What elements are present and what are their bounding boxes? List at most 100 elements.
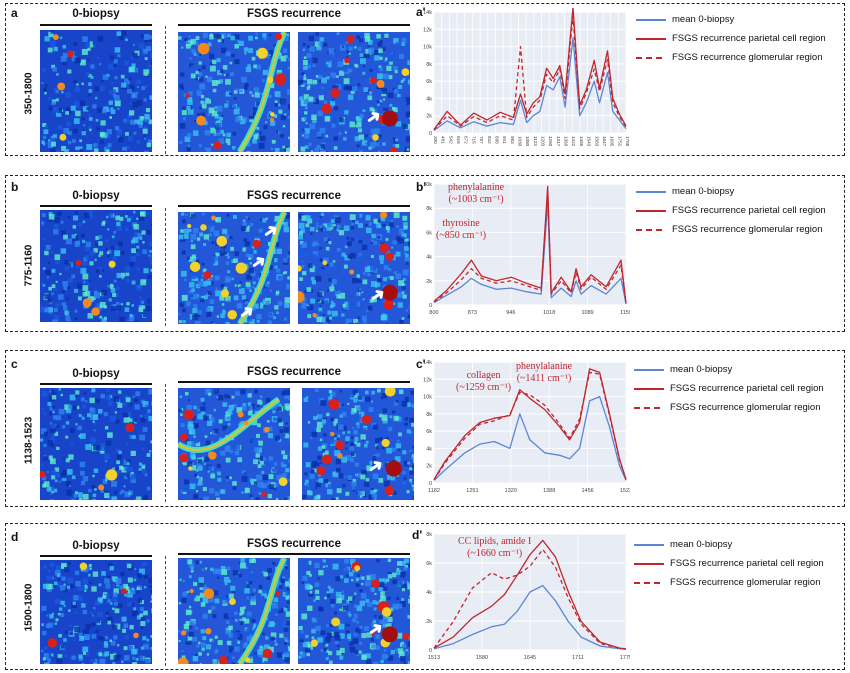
- header-underline: [178, 553, 410, 555]
- spectrum-chart-d: 0 2k 4k 6k 8k 1513 1580 1645 1711 1775: [426, 532, 630, 661]
- annotation-phenylalanine: phenylalanine (~1411 cm⁻¹): [516, 361, 573, 384]
- annotation-cc-lipids-amide: CC lipids, amide I (~1660 cm⁻¹): [458, 536, 532, 559]
- header-underline: [178, 24, 410, 26]
- separator-dashed-line: [165, 384, 166, 502]
- wavenumber-range-label: 1138-1523: [23, 416, 35, 465]
- legend-label: mean 0-biopsy: [670, 539, 733, 550]
- header-0-biopsy: 0-biopsy: [72, 368, 120, 380]
- panel-letter: d: [11, 530, 19, 544]
- panel-letter: b: [11, 180, 19, 194]
- x-tick-label: 941: [502, 136, 507, 144]
- y-tick-label: 14k: [423, 360, 432, 366]
- y-tick-label: 6k: [426, 79, 432, 85]
- x-tick-label: 481: [441, 136, 446, 144]
- spectrum-chart-b: 0 2k 4k 6k 8k 10k 800 873 946 1018 1089 1159: [423, 182, 630, 316]
- y-tick-label: 8k: [426, 206, 432, 212]
- legend-item: mean 0-biopsy: [634, 535, 824, 554]
- legend-item: mean 0-biopsy: [636, 182, 826, 201]
- x-tick-label: 842: [487, 136, 492, 144]
- y-tick-label: 6k: [426, 561, 432, 567]
- y-tick-label: 8k: [426, 62, 432, 68]
- y-tick-label: 14k: [423, 10, 432, 16]
- chart-letter: c': [416, 357, 426, 371]
- raman-map-fsgs-glomerular: [298, 558, 415, 667]
- x-tick-label: 983: [510, 136, 515, 144]
- x-tick-label: 898: [494, 136, 499, 144]
- legend: mean 0-biopsy FSGS recurrence parietal c…: [634, 535, 824, 592]
- series-line: [433, 37, 627, 131]
- x-tick-label: 390: [433, 136, 438, 144]
- x-tick-label: 1580: [476, 655, 488, 661]
- y-tick-label: 12k: [423, 377, 432, 383]
- header-underline: [178, 381, 410, 383]
- series-line: [433, 584, 627, 651]
- y-tick-label: 4k: [426, 96, 432, 102]
- x-tick-label: 1788: [625, 136, 630, 147]
- x-tick-label: 1775: [620, 655, 630, 661]
- y-tick-label: 8k: [426, 412, 432, 418]
- legend: mean 0-biopsy FSGS recurrence parietal c…: [634, 360, 824, 417]
- separator-dashed-line: [165, 556, 166, 666]
- x-tick-label: 1513: [428, 655, 440, 661]
- x-tick-label: 1182: [428, 488, 440, 494]
- chart-letter: d': [412, 528, 423, 542]
- y-tick-label: 6k: [426, 230, 432, 236]
- header-0-biopsy: 0-biopsy: [72, 540, 120, 552]
- x-tick-label: 542: [448, 136, 453, 144]
- y-tick-label: 4k: [426, 446, 432, 452]
- annotation-collagen: collagen (~1259 cm⁻¹): [456, 370, 512, 393]
- header-underline: [40, 24, 152, 26]
- chart-letter: a': [416, 5, 426, 19]
- series-line: [433, 185, 627, 304]
- y-tick-label: 0: [429, 481, 432, 487]
- panel-letter: a: [11, 6, 18, 20]
- legend-item: mean 0-biopsy: [636, 10, 826, 29]
- legend-label: FSGS recurrence glomerular region: [670, 402, 821, 413]
- legend-label: FSGS recurrence parietal cell region: [672, 205, 826, 216]
- legend-item: FSGS recurrence parietal cell region: [636, 201, 826, 220]
- x-tick-label: 1695: [610, 136, 615, 147]
- raman-map-fsgs-glomerular: [293, 211, 415, 329]
- x-tick-label: 1583: [594, 136, 599, 147]
- panel-c: [5, 350, 845, 507]
- raman-map-fsgs-parietal: [177, 556, 296, 669]
- legend-item: FSGS recurrence parietal cell region: [634, 554, 824, 573]
- raman-map-0-biopsy: [38, 388, 157, 504]
- raman-map-fsgs-glomerular: [302, 385, 418, 504]
- y-tick-label: 2k: [426, 114, 432, 120]
- spectrum-chart-c: 0 2k 4k 6k 8k 10k 12k 14k 1182 1251 1320 1388 1456 15…: [423, 360, 630, 494]
- header-underline: [178, 205, 410, 207]
- y-tick-label: 8k: [426, 532, 432, 538]
- series-line: [433, 395, 627, 481]
- x-tick-label: 1647: [602, 136, 607, 147]
- legend-label: FSGS recurrence glomerular region: [672, 52, 823, 63]
- annotation-thyrosine: thyrosine (~850 cm⁻¹): [436, 218, 487, 241]
- x-tick-label: 946: [506, 310, 515, 316]
- header-fsgs-recurrence: FSGS recurrence: [247, 190, 341, 202]
- x-tick-label: 672: [464, 136, 469, 144]
- wavenumber-range-label: 775-1160: [23, 244, 35, 287]
- wavenumber-range-label: 1500-1800: [23, 583, 35, 632]
- y-tick-label: 0: [429, 303, 432, 309]
- separator-dashed-line: [165, 208, 166, 326]
- legend-item: FSGS recurrence glomerular region: [636, 48, 826, 67]
- series-line: [433, 539, 627, 650]
- x-tick-label: 1320: [505, 488, 517, 494]
- raman-map-0-biopsy: [40, 560, 156, 668]
- y-tick-label: 10k: [423, 395, 432, 401]
- x-tick-label: 1711: [572, 655, 584, 661]
- x-tick-label: 1485: [579, 136, 584, 147]
- x-tick-label: 715: [471, 136, 476, 144]
- panel-a: [5, 3, 845, 156]
- legend-label: FSGS recurrence glomerular region: [672, 224, 823, 235]
- x-tick-label: 873: [468, 310, 477, 316]
- wavenumber-range-label: 350-1800: [23, 72, 35, 115]
- legend-item: FSGS recurrence parietal cell region: [636, 29, 826, 48]
- legend-label: FSGS recurrence glomerular region: [670, 577, 821, 588]
- x-tick-label: 1751: [617, 136, 622, 147]
- series-line: [433, 371, 627, 481]
- chart-letter: b': [416, 180, 427, 194]
- header-fsgs-recurrence: FSGS recurrence: [247, 8, 341, 20]
- y-tick-label: 6k: [426, 429, 432, 435]
